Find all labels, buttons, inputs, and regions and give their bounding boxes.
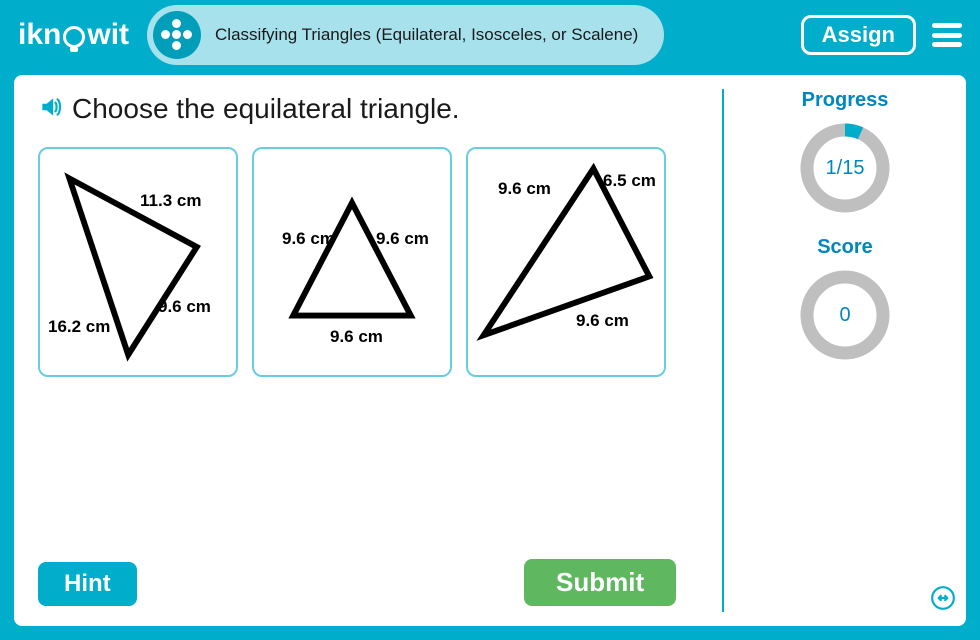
progress-label: Progress	[802, 89, 889, 112]
header-bar: iknwit Classifying Triangles (Equilatera…	[0, 0, 980, 70]
progress-value: 1/15	[795, 118, 895, 218]
score-ring: 0	[795, 265, 895, 365]
lesson-title-pill: Classifying Triangles (Equilateral, Isos…	[147, 5, 664, 65]
side-length-label: 9.6 cm	[498, 179, 551, 199]
progress-ring: 1/15	[795, 118, 895, 218]
main-panel: Choose the equilateral triangle. 11.3 cm…	[14, 75, 966, 626]
lightbulb-icon	[63, 26, 85, 48]
hint-button[interactable]: Hint	[38, 562, 137, 606]
answer-choices: 11.3 cm9.6 cm16.2 cm9.6 cm9.6 cm9.6 cm9.…	[38, 147, 698, 377]
answer-choice-1[interactable]: 11.3 cm 9.6 cm 16.2 cm	[38, 147, 238, 377]
menu-icon[interactable]	[932, 23, 962, 47]
submit-button[interactable]: Submit	[524, 559, 676, 606]
side-length-label: 6.5 cm	[603, 171, 656, 191]
answer-choice-3[interactable]: 9.6 cm 6.5 cm 9.6 cm	[466, 147, 666, 377]
side-length-label: 9.6 cm	[576, 311, 629, 331]
side-length-label: 9.6 cm	[158, 297, 211, 317]
brand-logo: iknwit	[18, 18, 129, 52]
speaker-icon[interactable]	[38, 94, 64, 125]
question-area: Choose the equilateral triangle. 11.3 cm…	[14, 75, 722, 626]
expand-icon[interactable]	[930, 585, 956, 616]
score-label: Score	[817, 236, 873, 259]
score-value: 0	[795, 265, 895, 365]
question-prompt: Choose the equilateral triangle.	[72, 93, 460, 125]
side-length-label: 9.6 cm	[330, 327, 383, 347]
answer-choice-2[interactable]: 9.6 cm 9.6 cm 9.6 cm	[252, 147, 452, 377]
side-length-label: 9.6 cm	[282, 229, 335, 249]
lesson-badge-icon	[153, 11, 201, 59]
lesson-title: Classifying Triangles (Equilateral, Isos…	[215, 24, 638, 46]
header-actions: Assign	[801, 0, 962, 70]
brand-text-before: ikn	[18, 18, 61, 52]
assign-button[interactable]: Assign	[801, 15, 916, 55]
side-length-label: 9.6 cm	[376, 229, 429, 249]
side-length-label: 16.2 cm	[48, 317, 110, 337]
side-length-label: 11.3 cm	[140, 191, 201, 211]
app-frame: iknwit Classifying Triangles (Equilatera…	[0, 0, 980, 640]
brand-text-after: wit	[87, 18, 129, 52]
stats-sidebar: Progress 1/15 Score 0	[724, 75, 966, 626]
question-row: Choose the equilateral triangle.	[38, 93, 698, 125]
